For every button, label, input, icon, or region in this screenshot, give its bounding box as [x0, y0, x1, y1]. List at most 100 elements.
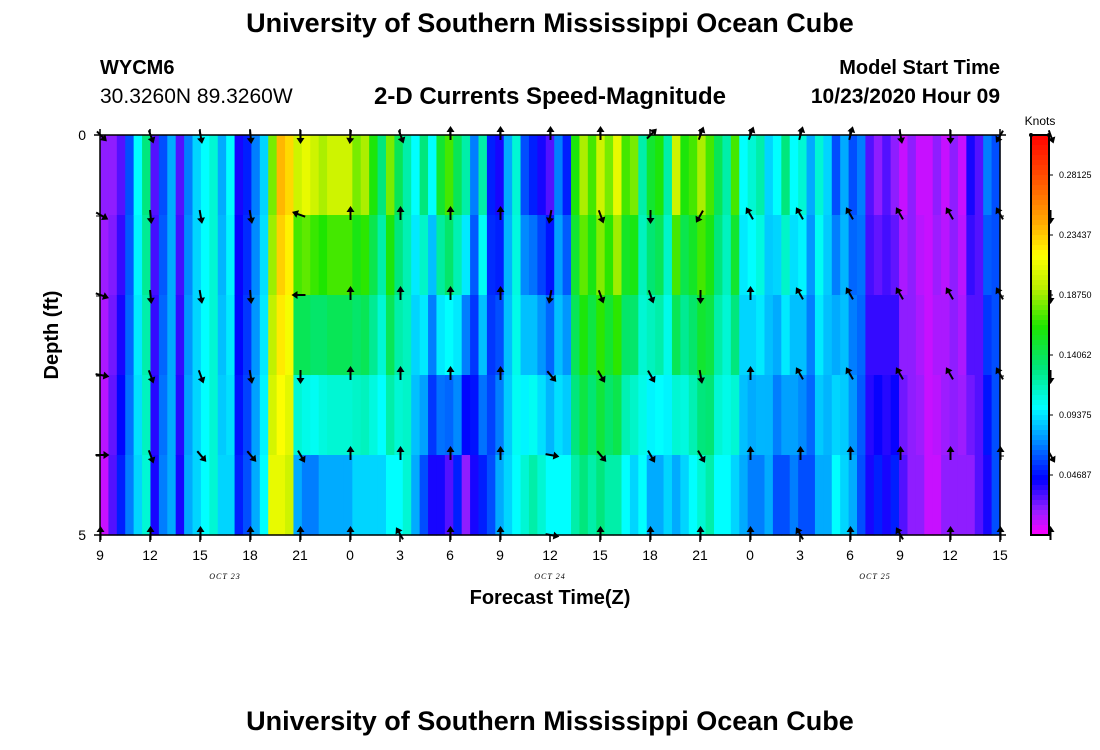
heatmap-cell — [646, 135, 656, 216]
heatmap-cell — [100, 295, 110, 376]
heatmap-cell — [966, 375, 976, 456]
arrow-head — [946, 446, 955, 452]
heatmap-cell — [596, 375, 606, 456]
heatmap-cell — [385, 215, 395, 296]
heatmap-cell — [251, 295, 261, 376]
heatmap-cell — [158, 295, 168, 376]
heatmap-cell — [638, 455, 648, 536]
current-arrow — [297, 450, 306, 463]
heatmap-cell — [251, 215, 261, 296]
heatmap-cell — [428, 215, 438, 296]
heatmap-cell — [470, 215, 480, 296]
current-arrow — [197, 209, 205, 224]
heatmap-cell — [991, 135, 1001, 216]
arrow-head — [346, 137, 355, 144]
current-arrow — [496, 286, 505, 300]
heatmap-cell — [613, 135, 623, 216]
heatmap-cell — [848, 215, 858, 296]
colorbar-segment — [1031, 330, 1049, 336]
heatmap-cell — [957, 135, 967, 216]
heatmap-cell — [192, 215, 202, 296]
heatmap-cell — [108, 455, 118, 536]
arrow-head — [599, 454, 607, 462]
heatmap-cell — [385, 295, 395, 376]
heatmap-cell — [259, 375, 269, 456]
colorbar-segment — [1031, 135, 1049, 141]
heatmap-cell — [730, 215, 740, 296]
current-arrow — [146, 209, 155, 224]
heatmap-cell — [983, 295, 993, 376]
heatmap-cell — [503, 295, 513, 376]
heatmap-cell — [150, 295, 160, 376]
heatmap-cell — [714, 215, 724, 296]
arrow-head — [797, 126, 806, 134]
arrow-head — [552, 531, 560, 540]
heatmap-cell — [116, 215, 126, 296]
heatmap-cell — [360, 455, 370, 536]
heatmap-cell — [394, 455, 404, 536]
heatmap-cell — [730, 135, 740, 216]
y-tick-label: 5 — [78, 527, 86, 543]
arrow-head — [102, 371, 110, 380]
heatmap-cell — [133, 455, 143, 536]
arrow-head — [996, 446, 1005, 452]
heatmap-cell — [394, 215, 404, 296]
heatmap-cell — [293, 375, 303, 456]
arrow-head — [746, 366, 755, 372]
heatmap-cell — [814, 215, 824, 296]
heatmap-cell — [285, 295, 295, 376]
heatmap-cell — [537, 375, 547, 456]
arrow-head — [346, 366, 355, 372]
heatmap-cell — [478, 295, 488, 376]
colorbar-segment — [1031, 350, 1049, 356]
colorbar-segment — [1031, 200, 1049, 206]
arrow-head — [396, 206, 405, 212]
heatmap-cell — [789, 375, 799, 456]
colorbar-segment — [1031, 140, 1049, 146]
heatmap-cell — [941, 375, 951, 456]
heatmap-cell — [234, 215, 244, 296]
colorbar-segment — [1031, 390, 1049, 396]
arrow-head — [649, 128, 657, 136]
arrow-head — [697, 126, 706, 134]
heatmap-cell — [310, 295, 320, 376]
heatmap-cell — [343, 135, 353, 216]
current-arrow — [147, 449, 156, 464]
heatmap-cell — [562, 375, 572, 456]
heatmap-cell — [327, 295, 337, 376]
heatmap-cell — [924, 455, 934, 536]
heatmap-cell — [739, 375, 749, 456]
heatmap-cell — [932, 375, 942, 456]
heatmap-cell — [848, 135, 858, 216]
colorbar-segment — [1031, 160, 1049, 166]
heatmap-cell — [697, 215, 707, 296]
heatmap-cell — [983, 455, 993, 536]
colorbar-segment — [1031, 380, 1049, 386]
colorbar-segment — [1031, 440, 1049, 446]
heatmap-cell — [915, 215, 925, 296]
x-tick-label: 0 — [346, 547, 354, 563]
heatmap-cell — [125, 215, 135, 296]
heatmap-cell — [528, 375, 538, 456]
heatmap-cell — [352, 375, 362, 456]
colorbar: Knots 0.28125 0.23437 0.18750 0.14062 0.09375… — [1025, 114, 1092, 536]
current-arrow — [146, 289, 155, 304]
arrow-head — [795, 527, 803, 535]
colorbar-segment — [1031, 245, 1049, 251]
heatmap-cell — [571, 215, 581, 296]
colorbar-segment — [1031, 255, 1049, 261]
heatmap-cell — [369, 295, 379, 376]
heatmap-cell — [234, 135, 244, 216]
heatmap-cell — [663, 215, 673, 296]
heatmap-cell — [478, 215, 488, 296]
heatmap-cell — [436, 295, 446, 376]
heatmap-cell — [419, 135, 429, 216]
arrow-head — [446, 206, 455, 212]
heatmap-cell — [411, 455, 421, 536]
heatmap-cell — [554, 455, 564, 536]
heatmap-cell — [268, 455, 278, 536]
heatmap-cell — [285, 375, 295, 456]
heatmap-cell — [428, 295, 438, 376]
arrow-head — [945, 367, 953, 375]
heatmap-cell — [486, 215, 496, 296]
